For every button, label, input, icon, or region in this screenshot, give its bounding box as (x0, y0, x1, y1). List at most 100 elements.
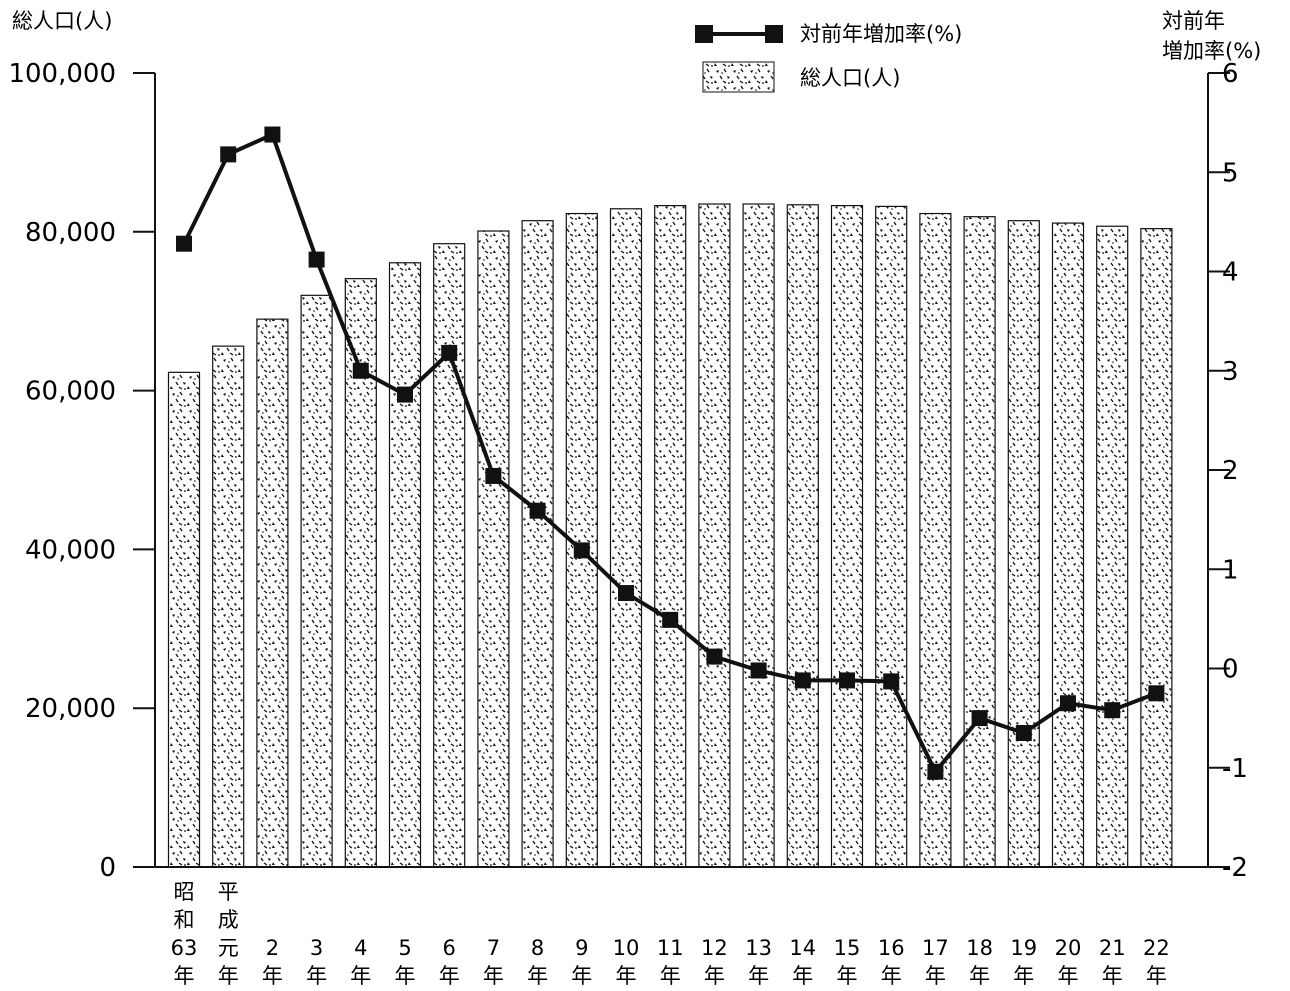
x-tick-label: 3 (310, 936, 323, 960)
x-tick-label: 年 (350, 964, 371, 988)
bar (169, 372, 200, 867)
bar-series (169, 204, 1172, 867)
bar (301, 295, 332, 867)
growth-rate-marker (927, 764, 943, 780)
y-left-tick-label: 40,000 (25, 535, 116, 565)
x-tick-label: 年 (748, 964, 769, 988)
x-tick-label: 22 (1143, 936, 1170, 960)
growth-rate-marker (485, 468, 501, 484)
y-right-tick-label: 2 (1222, 456, 1239, 486)
x-tick-label: 年 (925, 964, 946, 988)
bar (743, 204, 774, 867)
x-tick-label: 年 (1102, 964, 1123, 988)
bar (257, 319, 288, 867)
x-tick-label: 年 (262, 964, 283, 988)
x-tick-label: 年 (218, 964, 239, 988)
x-tick-label: 17 (922, 936, 949, 960)
bar (655, 206, 686, 867)
growth-rate-marker (662, 612, 678, 628)
x-tick-label: 19 (1010, 936, 1037, 960)
x-tick-label: 年 (704, 964, 725, 988)
y-right-tick-label: -1 (1222, 754, 1248, 784)
x-tick-label: 年 (1013, 964, 1034, 988)
x-tick-label: 年 (571, 964, 592, 988)
bar (1008, 221, 1039, 867)
y-right-tick-label: 1 (1222, 555, 1239, 585)
y-left-axis-title: 総人口(人) (12, 9, 112, 33)
legend-bar-label: 総人口(人) (800, 66, 900, 90)
x-tick-label: 20 (1055, 936, 1082, 960)
y-right-tick-label: 5 (1222, 158, 1239, 188)
x-tick-label: 63 (171, 936, 198, 960)
growth-rate-marker (839, 672, 855, 688)
bar (699, 204, 730, 867)
x-tick-label: 和 (174, 908, 195, 932)
x-tick-label: 成 (218, 908, 239, 932)
bar (390, 263, 421, 867)
x-tick-label: 10 (613, 936, 640, 960)
y-left-tick-label: 80,000 (25, 218, 116, 248)
y-right-axis-title-line1: 対前年 (1162, 9, 1225, 33)
y-left-tick-label: 100,000 (8, 59, 116, 89)
x-tick-label: 年 (616, 964, 637, 988)
bar (1097, 226, 1128, 867)
bar (478, 231, 509, 867)
x-tick-label: 昭 (174, 880, 195, 904)
x-tick-label: 9 (575, 936, 588, 960)
growth-rate-marker (706, 649, 722, 665)
x-tick-label: 18 (966, 936, 993, 960)
legend-line-label: 対前年増加率(%) (800, 22, 962, 46)
x-tick-label: 年 (306, 964, 327, 988)
bar (787, 205, 818, 867)
x-tick-label: 元 (218, 936, 239, 960)
bar (213, 346, 244, 867)
growth-rate-marker (220, 146, 236, 162)
x-tick-label: 6 (443, 936, 456, 960)
growth-rate-marker (441, 345, 457, 361)
growth-rate-marker (1016, 725, 1032, 741)
x-tick-label: 年 (792, 964, 813, 988)
x-tick-label: 年 (1146, 964, 1167, 988)
x-tick-label: 8 (531, 936, 544, 960)
growth-rate-marker (751, 662, 767, 678)
x-tick-label: 年 (395, 964, 416, 988)
y-left-tick-label: 0 (99, 853, 116, 883)
x-tick-label: 11 (657, 936, 684, 960)
growth-rate-marker (1104, 702, 1120, 718)
y-right-axis-title-line2: 増加率(%) (1162, 39, 1261, 63)
x-tick-label: 年 (660, 964, 681, 988)
x-tick-label: 12 (701, 936, 728, 960)
bar (522, 221, 553, 867)
bar (434, 244, 465, 867)
legend: 対前年増加率(%) 総人口(人) (695, 22, 962, 92)
growth-rate-marker (176, 236, 192, 252)
x-tick-label: 年 (174, 964, 195, 988)
y-left-tick-label: 60,000 (25, 377, 116, 407)
x-tick-label: 14 (789, 936, 816, 960)
x-tick-label: 年 (837, 964, 858, 988)
x-tick-label: 13 (745, 936, 772, 960)
bar (611, 209, 642, 867)
growth-rate-marker (353, 363, 369, 379)
x-tick-label: 21 (1099, 936, 1126, 960)
growth-rate-marker (530, 503, 546, 519)
x-tick-label: 年 (969, 964, 990, 988)
x-tick-label: 4 (354, 936, 367, 960)
x-tick-label: 年 (1058, 964, 1079, 988)
growth-rate-marker (883, 673, 899, 689)
growth-rate-marker (397, 387, 413, 403)
x-tick-label: 年 (483, 964, 504, 988)
y-left-tick-label: 20,000 (25, 694, 116, 724)
growth-rate-marker (309, 252, 325, 268)
growth-rate-marker (1060, 695, 1076, 711)
bar (832, 206, 863, 867)
x-tick-label: 15 (834, 936, 861, 960)
growth-rate-marker (795, 672, 811, 688)
x-tick-label: 年 (527, 964, 548, 988)
bar (1053, 223, 1084, 867)
bar (876, 206, 907, 867)
y-right-tick-label: 6 (1222, 59, 1239, 89)
x-tick-label: 平 (218, 880, 239, 904)
